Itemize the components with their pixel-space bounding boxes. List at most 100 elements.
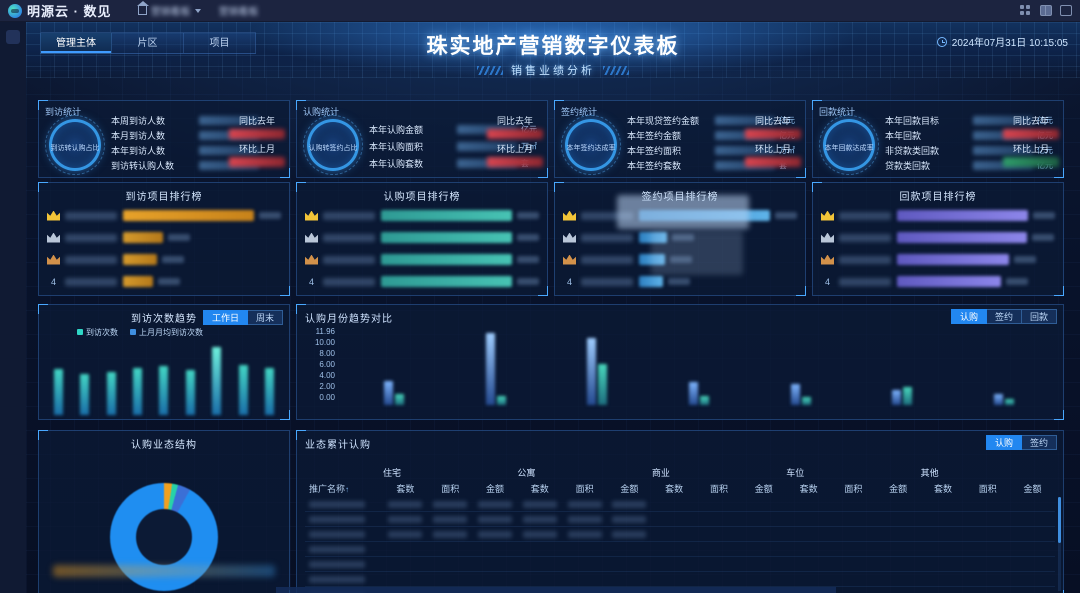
list-item[interactable] <box>297 228 547 247</box>
table-cell-name <box>305 545 383 553</box>
table-cell <box>473 530 518 538</box>
table-col-name[interactable]: 推广名称↑ <box>305 482 383 495</box>
table-row[interactable] <box>305 497 1055 512</box>
rail-button[interactable] <box>6 30 20 44</box>
columns-icon[interactable] <box>1040 5 1052 16</box>
table-col-area[interactable]: 面积 <box>709 483 728 494</box>
bar-group <box>750 384 852 405</box>
grid-dots-icon[interactable] <box>1020 5 1032 16</box>
table-cell <box>428 515 473 523</box>
table-col-units[interactable]: 套数 <box>530 483 549 494</box>
table-col-area[interactable]: 面积 <box>441 483 460 494</box>
kpi-metric-row: 本年认购面积 万㎡ <box>369 138 541 155</box>
kpi-delta-label: 环比上月 <box>238 144 275 154</box>
subtitle-decor-left <box>477 65 503 75</box>
table-row[interactable] <box>305 512 1055 527</box>
table-cell <box>607 515 652 523</box>
nav-item-0[interactable]: 营销看板 <box>136 1 201 18</box>
table-group-apartment: 公寓 <box>517 468 536 478</box>
crown-gold-icon <box>821 211 834 221</box>
donut-chart <box>110 483 218 591</box>
table-col-amount[interactable]: 金额 <box>889 483 908 494</box>
ranking-name <box>323 255 375 264</box>
list-item[interactable] <box>39 228 289 247</box>
toggle-contract[interactable]: 签约 <box>986 309 1022 324</box>
kpi-metric-label: 本年认购面积 <box>369 142 424 152</box>
table-col-units[interactable]: 套数 <box>933 483 952 494</box>
list-item[interactable] <box>555 250 805 269</box>
table-col-units[interactable]: 套数 <box>396 483 415 494</box>
list-item[interactable] <box>813 250 1063 269</box>
table-scrollbar-thumb[interactable] <box>1058 497 1061 543</box>
breakdown-table-panel: 业态累计认购 认购 签约 住宅 公寓 商业 车位 其他 推广名称↑ 套数 面积 <box>296 430 1064 593</box>
kpi-ring-label: 认购转签约占比 <box>308 145 358 152</box>
table-col-amount[interactable]: 金额 <box>620 483 639 494</box>
clock-icon <box>936 36 947 47</box>
table-row[interactable] <box>305 527 1055 542</box>
toggle-table-subscription[interactable]: 认购 <box>985 435 1022 450</box>
sort-ascending-icon[interactable]: ↑ <box>345 484 350 494</box>
tab-project[interactable]: 项目 <box>184 32 256 54</box>
table-col-amount[interactable]: 金额 <box>754 483 773 494</box>
kpi-card-contract: 签约统计 本年签约达成率 本年现贷签约金额 亿元 本年签约金额 亿元 本年签约面积 万… <box>554 100 806 178</box>
ranking-percent <box>1033 212 1055 219</box>
table-cell-name <box>305 575 383 583</box>
list-item[interactable]: 4 <box>813 272 1063 291</box>
table-row[interactable] <box>305 572 1055 587</box>
table-col-area[interactable]: 面积 <box>844 483 863 494</box>
kpi-metric-value <box>973 146 1033 155</box>
ranking-percent <box>162 256 184 263</box>
kpi-delta-label: 环比上月 <box>496 144 533 154</box>
ranking-bar <box>639 254 665 265</box>
nav-item-1[interactable]: 营销看板 <box>219 3 259 18</box>
list-item[interactable] <box>39 206 289 225</box>
list-item[interactable]: 4 <box>39 272 289 291</box>
kpi-caption: 认购统计 <box>303 107 340 117</box>
ranking-name <box>323 277 375 286</box>
table-col-units[interactable]: 套数 <box>665 483 684 494</box>
table-col-amount[interactable]: 金额 <box>485 483 504 494</box>
table-col-amount[interactable]: 金额 <box>1023 483 1042 494</box>
list-item[interactable] <box>297 250 547 269</box>
table-scrollbar[interactable] <box>1058 497 1061 591</box>
list-item[interactable] <box>39 250 289 269</box>
table-header: 住宅 公寓 商业 车位 其他 推广名称↑ 套数 面积 金额 套数 面积 金额 套… <box>305 461 1055 497</box>
kpi-metric-label: 本周到访人数 <box>111 116 166 126</box>
table-row[interactable] <box>305 542 1055 557</box>
kpi-delta-value <box>1003 157 1059 167</box>
toggle-table-contract[interactable]: 签约 <box>1021 435 1057 450</box>
ranking-card-collection: 回款项目排行榜 4 <box>812 182 1064 296</box>
bar-group <box>953 394 1055 405</box>
table-cell <box>517 530 562 538</box>
tab-district[interactable]: 片区 <box>112 32 184 54</box>
nav-item-0-label: 营销看板 <box>150 7 191 18</box>
ranking-percent <box>670 256 692 263</box>
bar-group <box>546 338 648 405</box>
toggle-subscription[interactable]: 认购 <box>950 309 987 324</box>
toggle-weekday[interactable]: 工作日 <box>202 310 248 325</box>
table-row[interactable] <box>305 557 1055 572</box>
list-item[interactable]: 4 <box>297 272 547 291</box>
tab-management-entity[interactable]: 管理主体 <box>40 32 112 54</box>
table-col-area[interactable]: 面积 <box>978 483 997 494</box>
toggle-collection[interactable]: 回款 <box>1021 309 1057 324</box>
top-product-bar: 明源云 · 数见 营销看板 营销看板 <box>0 0 1080 22</box>
toggle-weekend[interactable]: 周末 <box>247 310 283 325</box>
ranking-index: 4 <box>566 276 572 287</box>
kpi-delta-label: 环比上月 <box>754 144 791 154</box>
brand-logo-icon <box>8 3 22 18</box>
table-col-area[interactable]: 面积 <box>575 483 594 494</box>
crown-bronze-icon <box>821 255 834 265</box>
list-item[interactable] <box>813 228 1063 247</box>
ranking-bar <box>639 276 663 287</box>
kpi-metric-row: 本周到访人数 <box>111 113 283 128</box>
chevron-down-icon[interactable] <box>194 8 201 13</box>
table-col-units[interactable]: 套数 <box>799 483 818 494</box>
card-icon[interactable] <box>1060 5 1072 16</box>
kpi-metric-label: 本年签约套数 <box>627 161 682 171</box>
list-item[interactable] <box>297 206 547 225</box>
kpi-delta-value <box>487 157 543 167</box>
list-item[interactable] <box>555 228 805 247</box>
list-item[interactable]: 4 <box>555 272 805 291</box>
list-item[interactable] <box>813 206 1063 225</box>
